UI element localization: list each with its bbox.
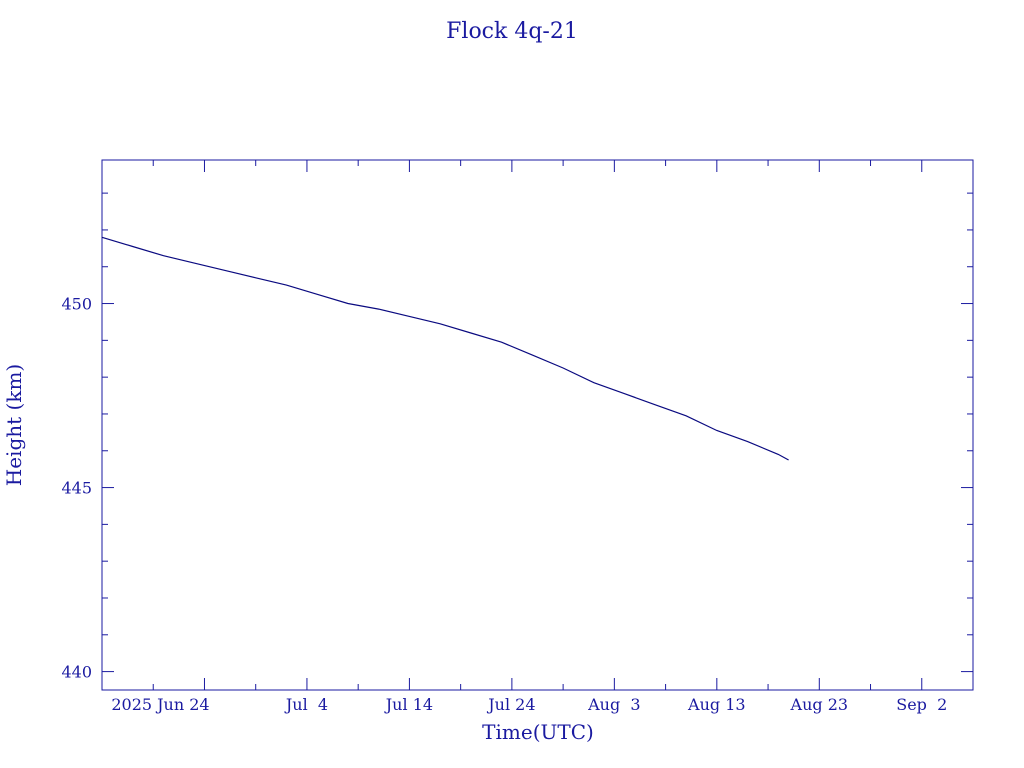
series-layer bbox=[101, 236, 789, 461]
x-tick-label: Sep 2 bbox=[896, 695, 947, 714]
height-series-line bbox=[101, 236, 789, 461]
y-tick-label: 445 bbox=[61, 479, 92, 498]
y-tick-label: 450 bbox=[61, 295, 92, 314]
x-tick-label: Jul 4 bbox=[284, 695, 328, 714]
x-tick-label: 2025 Jun 24 bbox=[111, 695, 209, 714]
x-tick-label: Jul 24 bbox=[486, 695, 535, 714]
y-tick-label: 440 bbox=[61, 663, 92, 682]
x-tick-label: Aug 3 bbox=[587, 695, 640, 714]
x-axis-label: Time(UTC) bbox=[482, 720, 594, 744]
plot-frame bbox=[101, 159, 974, 691]
y-axis-label: Height (km) bbox=[2, 364, 26, 486]
x-tick-label: Jul 14 bbox=[384, 695, 433, 714]
tick-labels: 2025 Jun 24 Jul 4 Jul 14 Jul 24 Aug 3 Aug 13 A… bbox=[61, 295, 947, 714]
x-tick-label: Aug 13 bbox=[687, 695, 746, 714]
chart-title: Flock 4q-21 bbox=[446, 19, 578, 44]
axis-ticks bbox=[102, 160, 973, 690]
x-tick-label: Aug 23 bbox=[790, 695, 849, 714]
